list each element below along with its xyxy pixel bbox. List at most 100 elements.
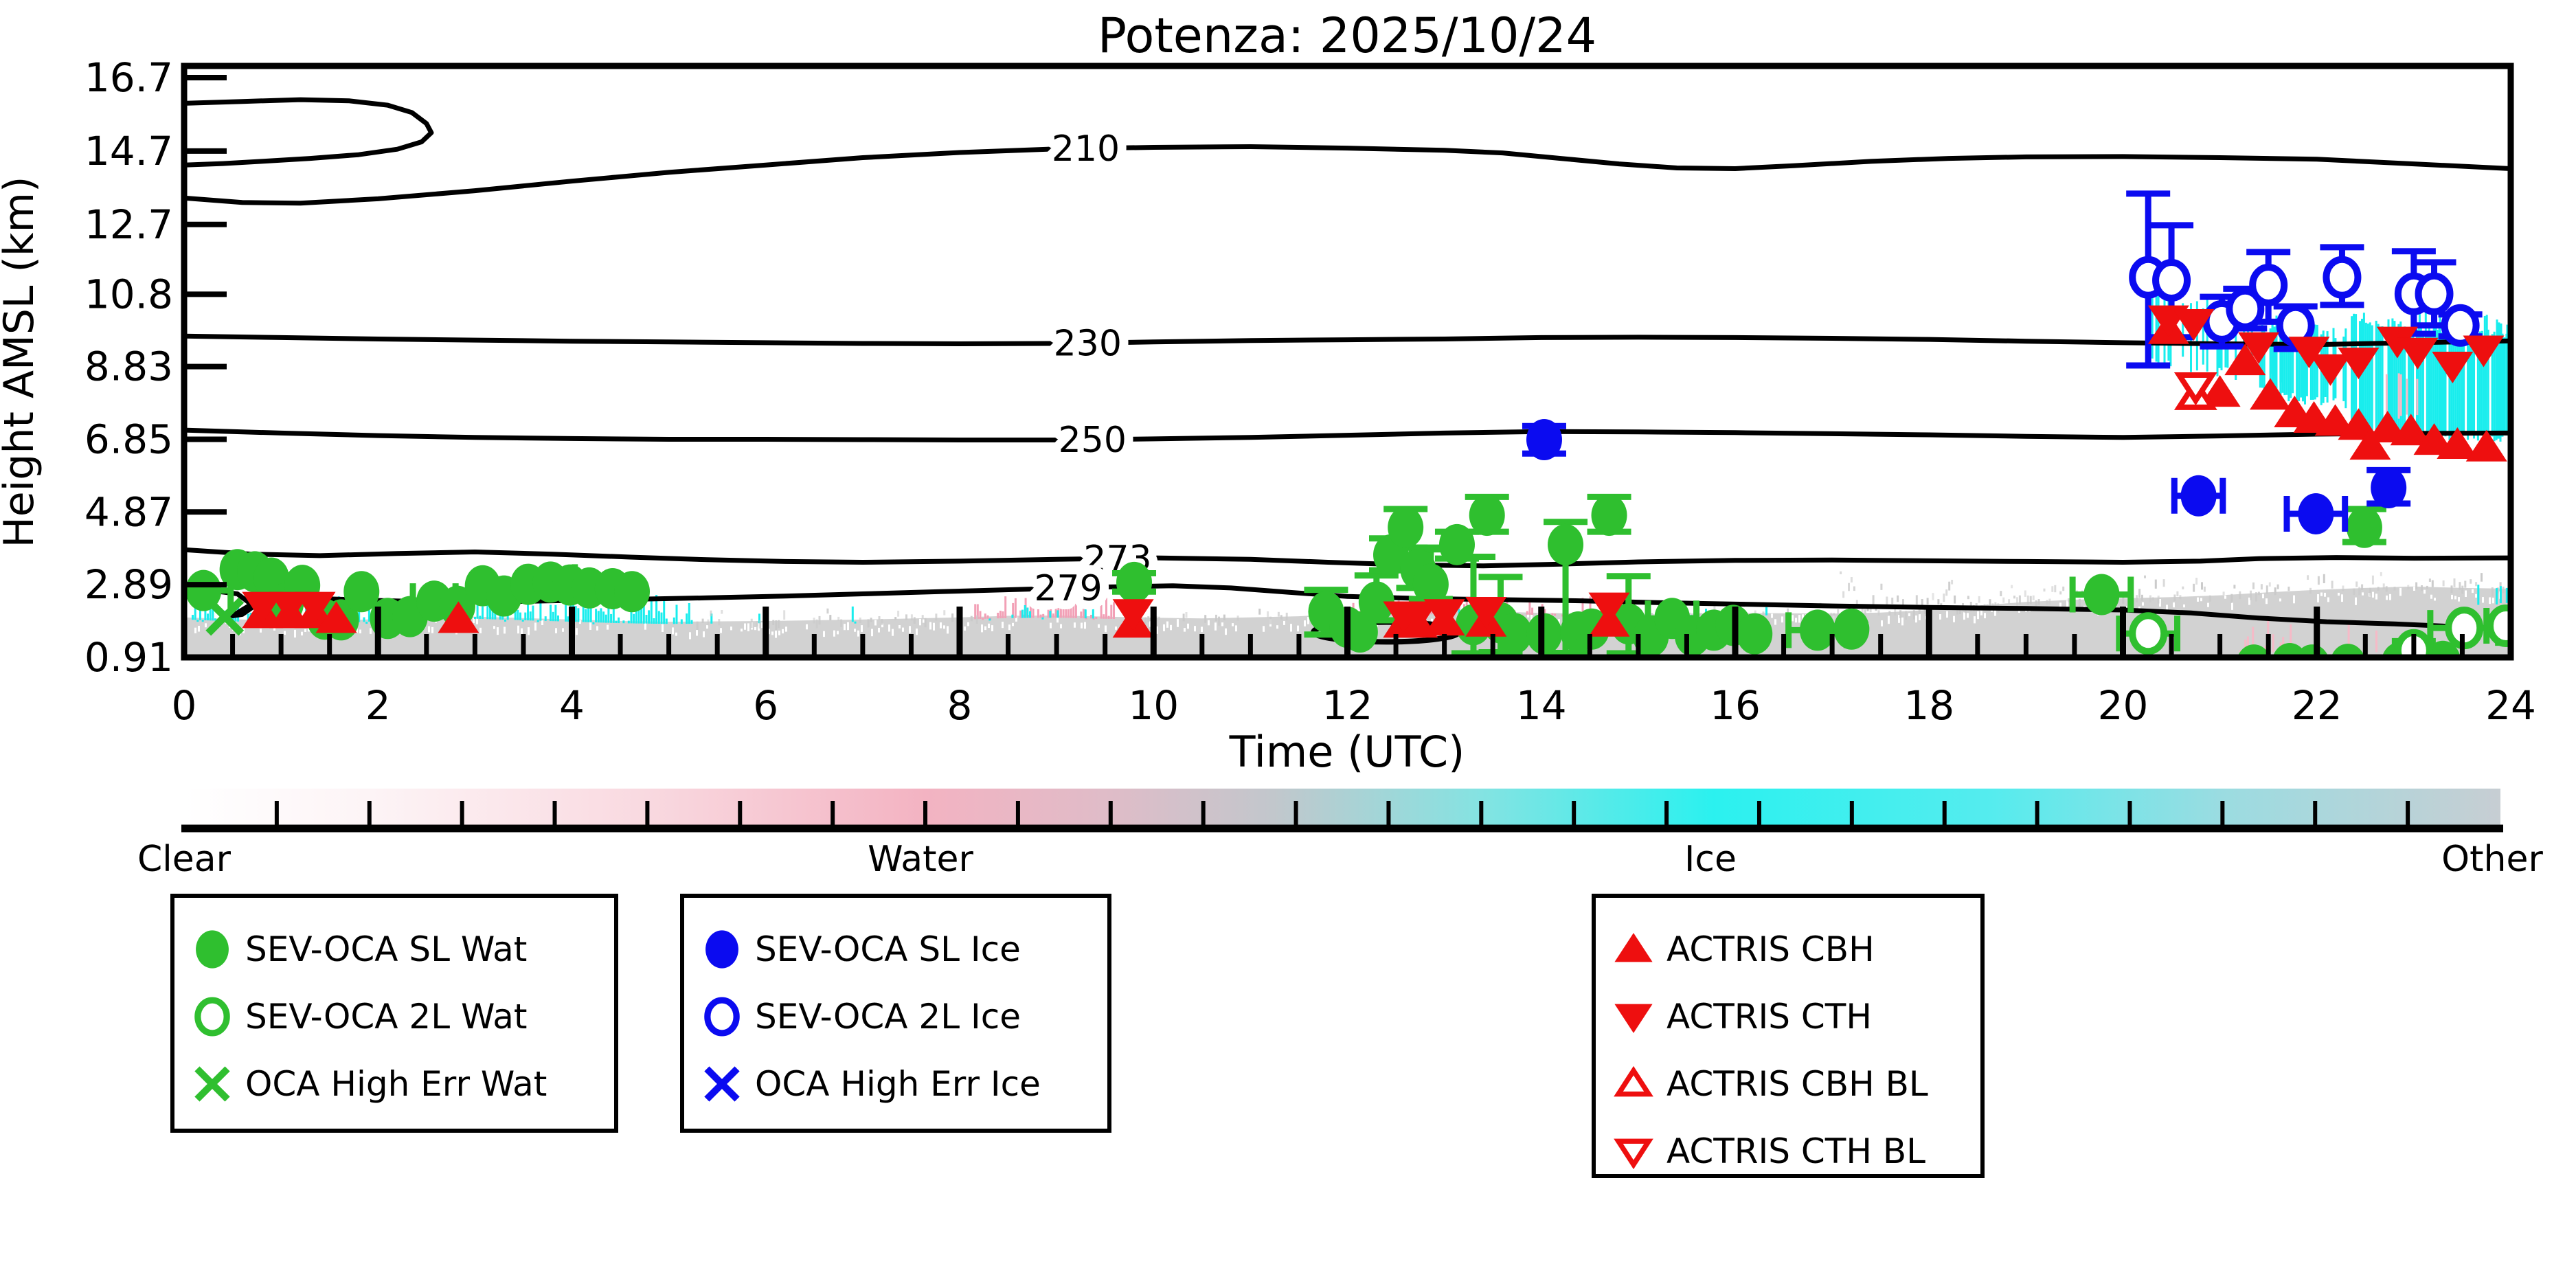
speckle — [2342, 585, 2345, 591]
speckle — [1187, 623, 1189, 629]
speckle — [1771, 613, 1773, 618]
speckle — [1864, 609, 1866, 618]
speckle — [837, 616, 840, 621]
speckle — [1937, 599, 1940, 605]
cloud-strip-cyan — [2387, 319, 2390, 431]
speckle — [1967, 613, 1969, 618]
speckle — [1194, 626, 1196, 632]
y-tick-label: 14.7 — [84, 128, 173, 174]
speckle — [913, 617, 916, 624]
class-spike-cyan — [627, 620, 630, 624]
speckle — [1263, 626, 1265, 632]
cloud-strip-cyan — [2412, 331, 2415, 439]
cloud-strip-cyan — [2287, 329, 2290, 402]
speckle — [1881, 620, 1883, 626]
speckle — [1713, 604, 1716, 613]
speckle — [981, 624, 983, 633]
speckle — [1926, 598, 1929, 605]
speckle — [1530, 614, 1533, 622]
speckle — [1283, 620, 1285, 625]
class-spike-pink — [1072, 598, 1075, 618]
marker-circle-open-blue — [2152, 259, 2191, 302]
cloud-strip-cyan — [2300, 329, 2303, 398]
speckle — [1074, 622, 1076, 628]
speckle — [718, 619, 721, 626]
class-spike-pink — [1528, 599, 1531, 615]
speckle — [579, 620, 581, 624]
marker-triangle-up-red — [2437, 427, 2478, 460]
cloud-strip-cyan — [2151, 295, 2154, 359]
speckle — [829, 615, 832, 620]
class-spike-pink — [1080, 611, 1083, 618]
speckle — [1307, 617, 1309, 624]
speckle — [1902, 599, 1904, 605]
legend-box-1: SEV-OCA SL Ice SEV-OCA 2L Ice OCA High Err… — [680, 894, 1111, 1133]
class-spike-cyan — [653, 618, 655, 624]
marker-triangle-down-open-red — [1614, 1138, 1653, 1170]
speckle — [1980, 607, 1982, 615]
speckle — [1798, 615, 1800, 623]
speckle — [2193, 583, 2195, 592]
speckle — [2149, 595, 2151, 602]
marker-circle-green — [1799, 609, 1835, 651]
speckle — [2026, 595, 2029, 605]
speckle — [741, 629, 743, 632]
class-spike-cyan — [199, 609, 201, 620]
class-spike-cyan — [988, 618, 991, 621]
speckle — [576, 628, 578, 635]
marker-triangle-down-red — [1397, 601, 1438, 633]
y-tick-label: 6.85 — [84, 416, 173, 462]
speckle — [857, 630, 859, 637]
speckle — [2482, 597, 2484, 603]
speckle — [778, 620, 780, 629]
class-spike-cyan — [1021, 609, 1024, 618]
marker-triangle-up-open-red — [1614, 1065, 1653, 1097]
cloud-strip-cyan — [2448, 330, 2451, 440]
series-actris-cth-bl — [2173, 372, 2217, 406]
speckle — [2046, 600, 2048, 605]
speckle — [1201, 626, 1203, 633]
speckle — [772, 620, 775, 625]
speckle — [2323, 574, 2325, 583]
speckle — [356, 629, 358, 633]
cloud-strip-cyan — [2473, 330, 2475, 439]
marker-triangle-up-red — [2349, 428, 2391, 460]
speckle — [2475, 594, 2477, 598]
speckle — [1185, 612, 1188, 618]
speckle — [1897, 595, 1899, 602]
speckle — [720, 628, 722, 633]
speckle — [1223, 614, 1225, 620]
speckle — [1869, 608, 1872, 613]
speckle — [2000, 591, 2002, 596]
speckle — [871, 629, 873, 637]
cloud-strip-cyan — [2469, 333, 2471, 433]
cloud-strip-cyan — [2279, 334, 2282, 400]
speckle — [2454, 596, 2456, 600]
cloud-strip-cyan — [2182, 303, 2184, 357]
class-spike-pink — [1531, 607, 1534, 615]
speckle — [1147, 616, 1150, 622]
class-spike-pink — [1047, 609, 1050, 618]
speckle — [2451, 594, 2453, 600]
colorbar-label-clear: Clear — [137, 839, 231, 880]
marker-circle-green — [2425, 640, 2461, 657]
speckle — [2355, 597, 2357, 605]
speckle — [1918, 609, 1921, 615]
class-spike-pink — [1019, 610, 1022, 618]
speckle — [878, 616, 881, 620]
cloud-strip-cyan — [2393, 321, 2396, 438]
speckle — [2421, 585, 2423, 591]
class-spike-cyan — [648, 610, 651, 624]
speckle — [1235, 625, 1237, 632]
speckle — [2262, 594, 2264, 598]
class-spike-cyan — [482, 606, 484, 620]
speckle — [2377, 587, 2380, 591]
speckle — [2327, 597, 2329, 602]
speckle — [2018, 595, 2021, 605]
class-spike-pink — [1526, 611, 1528, 615]
speckle — [2016, 597, 2018, 607]
chart-title: Potenza: 2025/10/24 — [1098, 8, 1596, 64]
cloud-strip-cyan — [2345, 328, 2347, 409]
class-spike-cyan — [680, 619, 683, 624]
marker-circle-blue — [2371, 467, 2407, 509]
